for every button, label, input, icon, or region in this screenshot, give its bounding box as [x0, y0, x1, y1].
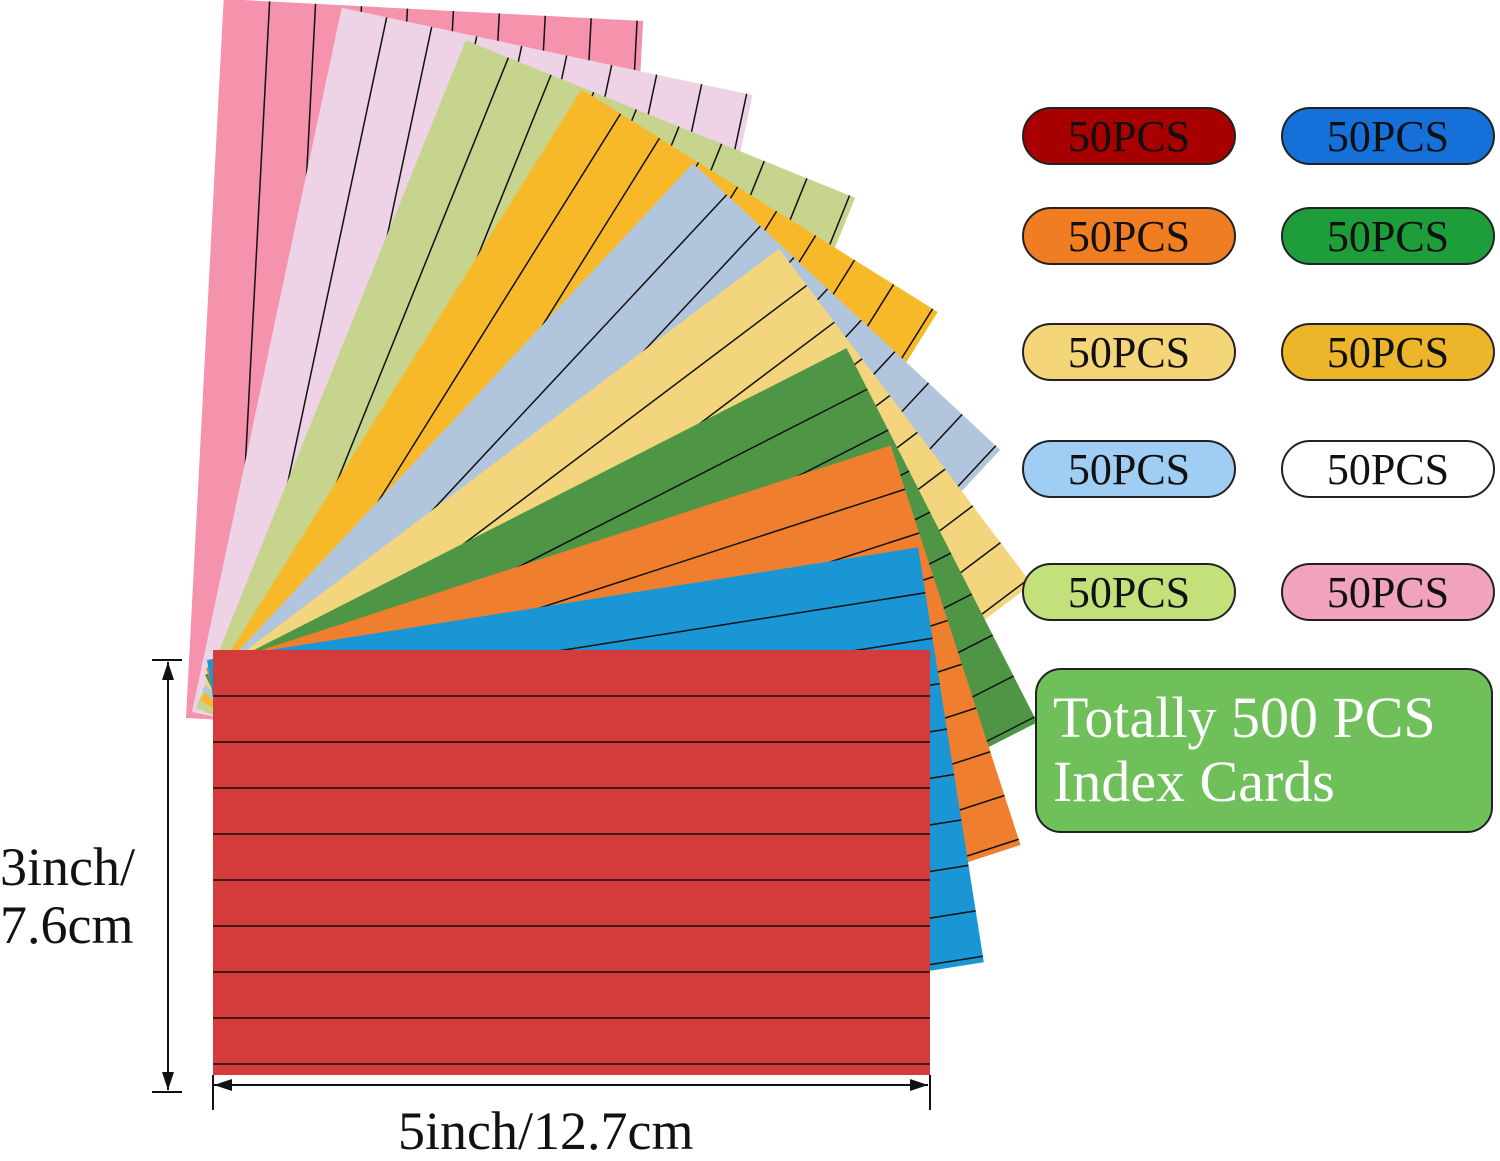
height-label: 3inch/ 7.6cm	[0, 838, 135, 954]
quantity-badge: 50PCS	[1022, 323, 1236, 381]
arrowhead-down	[162, 1072, 174, 1090]
quantity-badge: 50PCS	[1022, 563, 1236, 621]
quantity-badge: 50PCS	[1022, 207, 1236, 265]
arrowhead-right	[910, 1079, 928, 1091]
quantity-badge: 50PCS	[1281, 440, 1495, 498]
total-line-1: Totally 500 PCS	[1053, 685, 1436, 750]
index-card	[213, 650, 930, 1075]
quantity-badge: 50PCS	[1281, 323, 1495, 381]
height-cm: 7.6cm	[0, 895, 134, 955]
quantity-badge: 50PCS	[1022, 440, 1236, 498]
quantity-badge: 50PCS	[1281, 563, 1495, 621]
height-inch: 3inch/	[0, 837, 135, 897]
arrowhead-left	[214, 1079, 232, 1091]
total-line-2: Index Cards	[1053, 749, 1335, 814]
total-count-banner: Totally 500 PCS Index Cards	[1035, 668, 1493, 833]
arrowhead-up	[162, 662, 174, 680]
quantity-badge: 50PCS	[1281, 107, 1495, 165]
quantity-badge: 50PCS	[1281, 207, 1495, 265]
quantity-badge: 50PCS	[1022, 107, 1236, 165]
width-label: 5inch/12.7cm	[398, 1101, 694, 1161]
